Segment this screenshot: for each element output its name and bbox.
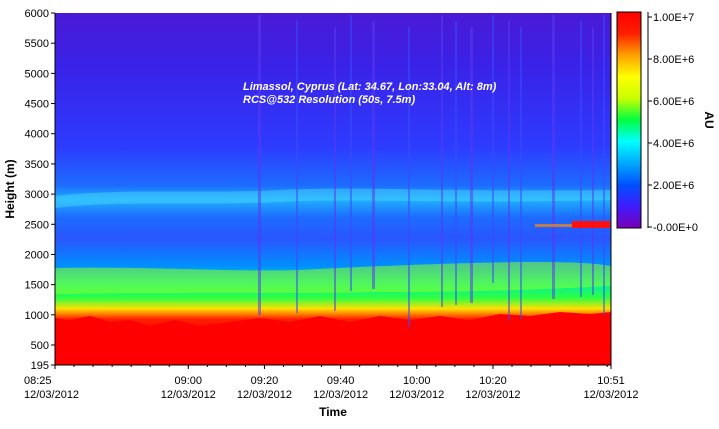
y-tick-label: 1000 [25, 310, 49, 322]
y-tick-label: 195 [31, 360, 49, 372]
vertical-streak [580, 21, 582, 297]
colorbar-label: AU [702, 111, 716, 128]
x-tick-label-time: 10:20 [479, 375, 507, 387]
vertical-streak [520, 27, 522, 319]
y-tick-label: 6000 [25, 8, 49, 20]
colorbar-tick-label: 2.00E+6 [653, 180, 694, 192]
y-tick-label: 5000 [25, 68, 49, 80]
colorbar-tick-label: 1.00E+7 [653, 12, 694, 24]
x-tick-label-time: 08:25 [24, 375, 52, 387]
x-tick-label-time: 10:51 [597, 375, 625, 387]
vertical-streak [258, 15, 261, 315]
vertical-streak [552, 15, 555, 299]
x-tick-label-time: 09:00 [175, 375, 203, 387]
annotation-location: Limassol, Cyprus (Lat: 34.67, Lon:33.04,… [243, 81, 497, 93]
y-tick-label: 2500 [25, 219, 49, 231]
vertical-streak [372, 21, 375, 289]
vertical-streak [603, 15, 605, 315]
y-tick-label: 1500 [25, 280, 49, 292]
vertical-streak [296, 21, 298, 313]
vertical-streak [455, 21, 457, 305]
vertical-streak [441, 15, 443, 307]
y-tick-label: 2000 [25, 249, 49, 261]
near-surface-fringe [55, 312, 611, 365]
annotation-resolution: RCS@532 Resolution (50s, 7.5m) [243, 94, 415, 106]
colorbar-tick-label: 8.00E+6 [653, 54, 694, 66]
x-tick-label-date: 12/03/2012 [24, 389, 79, 401]
x-axis: 08:25 12/03/2012 09:00 12/03/2012 09:20 12/03… [24, 364, 639, 401]
vertical-streaks [258, 15, 605, 327]
vertical-streak [508, 21, 510, 321]
heatmap-plot-area: Limassol, Cyprus (Lat: 34.67, Lon:33.04,… [55, 13, 611, 365]
vertical-streak [408, 27, 410, 327]
x-tick-label-date: 12/03/2012 [583, 389, 638, 401]
x-axis-title: Time [319, 405, 347, 419]
vertical-streak [350, 15, 352, 291]
colorbar-scale [616, 11, 642, 229]
y-tick-label: 3000 [25, 189, 49, 201]
colorbar-tick-label: -0.00E+0 [653, 222, 698, 234]
x-tick-label-date: 12/03/2012 [237, 389, 292, 401]
colorbar-tick-label: 4.00E+6 [653, 138, 694, 150]
y-axis-title: Height (m) [3, 159, 17, 218]
y-tick-label: 4500 [25, 99, 49, 111]
x-tick-label-date: 12/03/2012 [465, 389, 520, 401]
colorbar: -0.00E+0 2.00E+6 4.00E+6 6.00E+6 8.00E+6 1.00… [616, 11, 716, 234]
y-tick-label: 3500 [25, 159, 49, 171]
y-axis: 195 500 1000 1500 2000 2500 3000 3500 4000 4500 50… [25, 8, 56, 372]
x-tick-label-date: 12/03/2012 [389, 389, 444, 401]
x-tick-label-time: 09:20 [251, 375, 279, 387]
x-tick-label-date: 12/03/2012 [313, 389, 368, 401]
colorbar-tick-label: 6.00E+6 [653, 96, 694, 108]
x-tick-label-time: 09:40 [327, 375, 355, 387]
y-tick-label: 5500 [25, 38, 49, 50]
vertical-streak [492, 15, 494, 283]
y-tick-label: 4000 [25, 129, 49, 141]
y-tick-label: 500 [31, 340, 49, 352]
vertical-streak [592, 27, 594, 295]
vertical-streak [470, 27, 473, 303]
cloud-at-end [572, 221, 610, 228]
vertical-streak [334, 27, 336, 311]
cloud-fringe [535, 224, 572, 227]
x-tick-label-time: 10:00 [403, 375, 431, 387]
x-tick-label-date: 12/03/2012 [161, 389, 216, 401]
heatmap-background [55, 13, 611, 365]
